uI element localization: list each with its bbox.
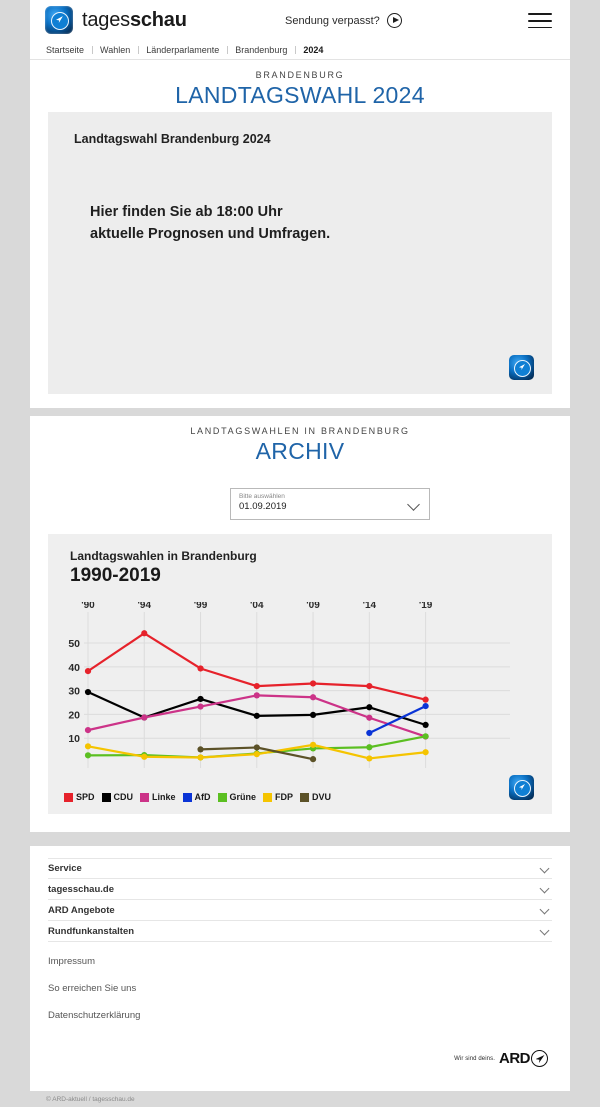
- card-message-line2: aktuelle Prognosen und Umfragen.: [90, 226, 331, 243]
- footer-accordion-label: tagesschau.de: [48, 883, 114, 895]
- card-message: Hier finden Sie ab 18:00 Uhr aktuelle Pr…: [48, 146, 552, 246]
- select-selected-value: 01.09.2019: [239, 501, 287, 512]
- legend-item-spd: SPD: [64, 792, 95, 802]
- chart-svg: 10 20 30 40 50 '90 '94 '99 '04 '09 '14 '19: [68, 600, 510, 768]
- hamburger-menu-icon[interactable]: [528, 13, 552, 29]
- footer-link-datenschutz[interactable]: Datenschutzerklärung: [48, 1010, 141, 1021]
- footer-accordion-list: Service tagesschau.de ARD Angebote Rundf…: [30, 846, 570, 942]
- breadcrumb: Startseite Wahlen Länderparlamente Brand…: [30, 41, 570, 60]
- legend-label: FDP: [275, 792, 294, 802]
- chevron-down-icon[interactable]: [539, 904, 550, 915]
- line-chart: 10 20 30 40 50 '90 '94 '99 '04 '09 '14 '19: [48, 600, 552, 777]
- legend-label: CDU: [113, 792, 134, 802]
- breadcrumb-item-2024[interactable]: 2024: [295, 45, 331, 55]
- footer-accordion-service[interactable]: Service: [48, 858, 552, 879]
- section1-kicker: BRANDENBURG: [255, 70, 345, 80]
- header-top-bar: tagesschau Sendung verpasst?: [30, 0, 570, 42]
- site-footer: Service tagesschau.de ARD Angebote Rundf…: [30, 846, 570, 1091]
- legend-item-fdp: FDP: [263, 792, 293, 802]
- legend-item-afd: AfD: [182, 792, 211, 802]
- archive-section: LANDTAGSWAHLEN IN BRANDENBURG ARCHIV Bit…: [30, 416, 570, 832]
- svg-text:10: 10: [68, 733, 80, 745]
- legend-label: DVU: [312, 792, 332, 802]
- play-icon[interactable]: [386, 13, 402, 28]
- legend-item-grüne: Grüne: [217, 792, 257, 802]
- page-title: LANDTAGSWAHL 2024: [175, 82, 425, 108]
- ard-claim-text: Wir sind deins.: [454, 1055, 495, 1062]
- sendung-verpasst-link[interactable]: Sendung verpasst?: [285, 13, 402, 28]
- election-2024-section: BRANDENBURG LANDTAGSWAHL 2024 Landtagswa…: [30, 60, 570, 408]
- ard-logo: Wir sind deins. ARD: [454, 1050, 548, 1067]
- chevron-down-icon[interactable]: [539, 925, 550, 936]
- footer-accordion-label: Service: [48, 863, 82, 874]
- svg-text:'19: '19: [419, 602, 433, 611]
- chart-legend: SPD CDU Linke AfD Grüne FDP DVU: [64, 792, 331, 802]
- legend-label: AfD: [194, 792, 211, 802]
- chart-subtitle: Landtagswahlen in Brandenburg: [70, 549, 257, 563]
- svg-text:50: 50: [68, 638, 80, 650]
- election-2024-card: Landtagswahl Brandenburg 2024 Hier finde…: [48, 112, 552, 394]
- legend-label: Linke: [152, 792, 176, 802]
- svg-text:20: 20: [68, 709, 80, 721]
- footer-accordion-rundfunkanstalten[interactable]: Rundfunkanstalten: [48, 921, 552, 942]
- svg-text:40: 40: [68, 662, 80, 674]
- chevron-down-icon[interactable]: [539, 863, 550, 874]
- svg-text:'14: '14: [363, 602, 377, 611]
- svg-text:'94: '94: [138, 602, 152, 611]
- svg-text:'90: '90: [81, 602, 95, 611]
- logo-word-bold: schau: [129, 8, 187, 31]
- footer-accordion-ard-angebote[interactable]: ARD Angebote: [48, 900, 552, 921]
- footer-accordion-tagesschau-de[interactable]: tagesschau.de: [48, 879, 552, 900]
- card-title: Landtagswahl Brandenburg 2024: [74, 132, 271, 146]
- footer-links: Impressum So erreichen Sie uns Datenschu…: [30, 942, 570, 1021]
- ard-wordmark: ARD: [499, 1050, 531, 1067]
- logo-wordmark: tagesschau: [82, 9, 187, 32]
- svg-text:30: 30: [68, 686, 80, 698]
- copyright-bar: © ARD-aktuell / tagesschau.de: [30, 1091, 570, 1107]
- svg-text:'09: '09: [306, 602, 320, 611]
- chevron-down-icon[interactable]: [539, 883, 550, 894]
- breadcrumb-item-brandenburg[interactable]: Brandenburg: [227, 45, 295, 55]
- footer-accordion-label: ARD Angebote: [48, 904, 115, 916]
- tagesschau-badge-icon: [509, 355, 534, 380]
- legend-item-dvu: DVU: [300, 792, 331, 802]
- legend-item-cdu: CDU: [101, 792, 134, 802]
- tagesschau-badge-icon-chart: [509, 775, 534, 800]
- legend-swatch-icon: [101, 792, 111, 802]
- tagesschau-logo[interactable]: tagesschau: [45, 6, 187, 34]
- tagesschau-globe-icon: [45, 6, 73, 34]
- legend-swatch-icon: [217, 792, 227, 802]
- archive-title: ARCHIV: [255, 438, 345, 464]
- svg-text:'04: '04: [250, 602, 264, 611]
- legend-label: SPD: [76, 792, 95, 802]
- legend-swatch-icon: [182, 792, 192, 802]
- ard-circle-icon: [531, 1050, 548, 1067]
- select-floating-label: Bitte auswählen: [239, 493, 285, 500]
- legend-swatch-icon: [300, 792, 310, 802]
- legend-swatch-icon: [263, 792, 273, 802]
- site-header: tagesschau Sendung verpasst? Startseite …: [30, 0, 570, 60]
- chart-title: 1990-2019: [70, 565, 161, 586]
- legend-item-linke: Linke: [140, 792, 176, 802]
- legend-label: Grüne: [229, 792, 257, 802]
- svg-text:'99: '99: [194, 602, 208, 611]
- footer-link-impressum[interactable]: Impressum: [48, 956, 95, 967]
- section2-kicker: LANDTAGSWAHLEN IN BRANDENBURG: [190, 426, 410, 436]
- breadcrumb-item-wahlen[interactable]: Wahlen: [92, 45, 138, 55]
- logo-word-light: tages: [82, 8, 130, 31]
- legend-swatch-icon: [64, 792, 73, 802]
- election-date-select[interactable]: Bitte auswählen 01.09.2019: [230, 488, 430, 520]
- legend-swatch-icon: [140, 792, 150, 802]
- breadcrumb-item-startseite[interactable]: Startseite: [46, 45, 85, 55]
- sendung-verpasst-label: Sendung verpasst?: [285, 14, 380, 27]
- historical-chart-card: Landtagswahlen in Brandenburg 1990-2019 …: [48, 534, 552, 814]
- breadcrumb-item-laenderparlamente[interactable]: Länderparlamente: [138, 45, 227, 55]
- footer-link-kontakt[interactable]: So erreichen Sie uns: [48, 983, 137, 994]
- card-message-line1: Hier finden Sie ab 18:00 Uhr: [90, 204, 283, 220]
- footer-accordion-label: Rundfunkanstalten: [48, 925, 135, 937]
